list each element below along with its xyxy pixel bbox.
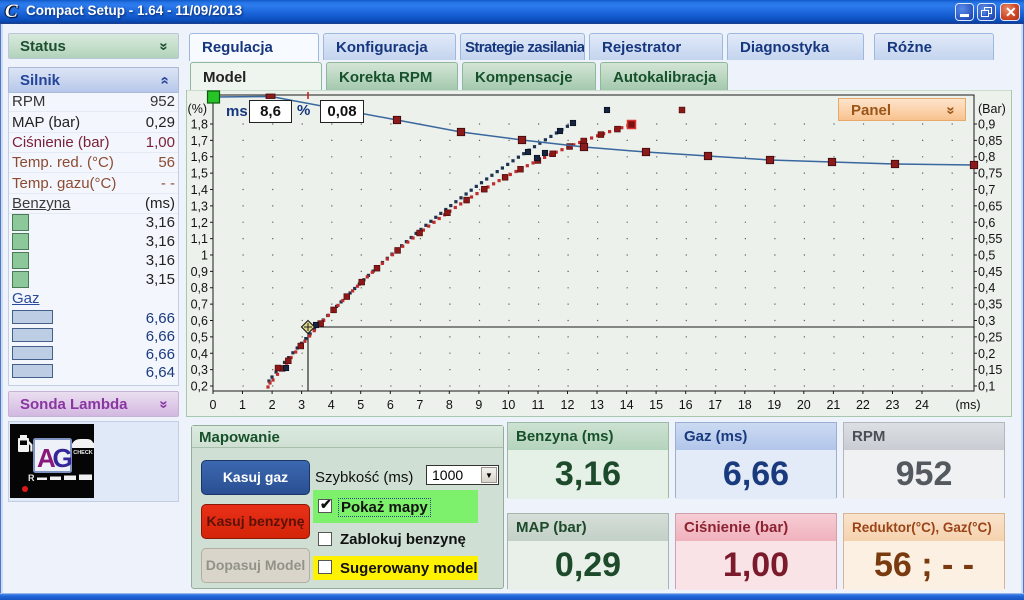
svg-text:0,4: 0,4 <box>978 281 995 295</box>
svg-text:16: 16 <box>679 398 693 412</box>
svg-text:0,75: 0,75 <box>978 167 1002 181</box>
svg-text:0,5: 0,5 <box>191 330 208 344</box>
svg-text:0: 0 <box>210 398 217 412</box>
svg-text:0,25: 0,25 <box>978 330 1002 344</box>
svg-text:23: 23 <box>886 398 900 412</box>
svg-text:1: 1 <box>201 249 208 263</box>
svg-text:6: 6 <box>387 398 394 412</box>
svg-text:21: 21 <box>826 398 840 412</box>
svg-text:0,2: 0,2 <box>978 347 995 361</box>
svg-text:1,1: 1,1 <box>191 232 208 246</box>
svg-text:CHECK: CHECK <box>73 450 93 456</box>
svg-text:17: 17 <box>708 398 722 412</box>
svg-text:24: 24 <box>915 398 929 412</box>
svg-text:0,65: 0,65 <box>978 199 1002 213</box>
svg-text:1,6: 1,6 <box>191 150 208 164</box>
svg-text:13: 13 <box>590 398 604 412</box>
svg-text:18: 18 <box>738 398 752 412</box>
svg-text:0,1: 0,1 <box>978 380 995 394</box>
svg-text:0,2: 0,2 <box>191 380 208 394</box>
svg-text:2: 2 <box>269 398 276 412</box>
svg-text:3: 3 <box>298 398 305 412</box>
svg-text:(ms): (ms) <box>956 398 981 412</box>
svg-text:0,7: 0,7 <box>978 183 995 197</box>
svg-text:0,4: 0,4 <box>191 347 208 361</box>
svg-text:0,9: 0,9 <box>191 265 208 279</box>
svg-text:0,7: 0,7 <box>191 298 208 312</box>
svg-text:20: 20 <box>797 398 811 412</box>
svg-text:10: 10 <box>501 398 515 412</box>
svg-text:0,3: 0,3 <box>978 314 995 328</box>
svg-text:12: 12 <box>561 398 575 412</box>
svg-text:0,85: 0,85 <box>978 134 1002 148</box>
svg-text:R: R <box>28 473 35 483</box>
svg-text:0,45: 0,45 <box>978 265 1002 279</box>
svg-text:7: 7 <box>416 398 423 412</box>
svg-text:19: 19 <box>767 398 781 412</box>
svg-text:0,6: 0,6 <box>191 314 208 328</box>
svg-text:14: 14 <box>620 398 634 412</box>
svg-text:1,3: 1,3 <box>191 199 208 213</box>
svg-text:(%): (%) <box>188 102 207 116</box>
svg-text:0,8: 0,8 <box>191 281 208 295</box>
svg-text:5: 5 <box>357 398 364 412</box>
svg-text:1,4: 1,4 <box>191 183 208 197</box>
svg-text:0,5: 0,5 <box>978 249 995 263</box>
svg-text:11: 11 <box>532 398 545 412</box>
svg-text:A: A <box>37 443 56 473</box>
svg-text:(Bar): (Bar) <box>978 102 1006 116</box>
svg-text:1,5: 1,5 <box>191 167 208 181</box>
svg-text:8: 8 <box>446 398 453 412</box>
svg-text:1,2: 1,2 <box>191 216 208 230</box>
svg-text:1,7: 1,7 <box>191 134 208 148</box>
svg-text:0,35: 0,35 <box>978 298 1002 312</box>
svg-text:1: 1 <box>239 398 246 412</box>
svg-text:1,8: 1,8 <box>191 118 208 132</box>
svg-text:0,9: 0,9 <box>978 118 995 132</box>
svg-text:G: G <box>53 443 73 473</box>
svg-text:4: 4 <box>328 398 335 412</box>
svg-text:22: 22 <box>856 398 870 412</box>
svg-text:15: 15 <box>649 398 663 412</box>
svg-text:0,15: 0,15 <box>978 363 1002 377</box>
svg-text:0,55: 0,55 <box>978 232 1002 246</box>
svg-text:0,3: 0,3 <box>191 363 208 377</box>
svg-text:0,8: 0,8 <box>978 150 995 164</box>
svg-text:0,6: 0,6 <box>978 216 995 230</box>
svg-text:9: 9 <box>475 398 482 412</box>
